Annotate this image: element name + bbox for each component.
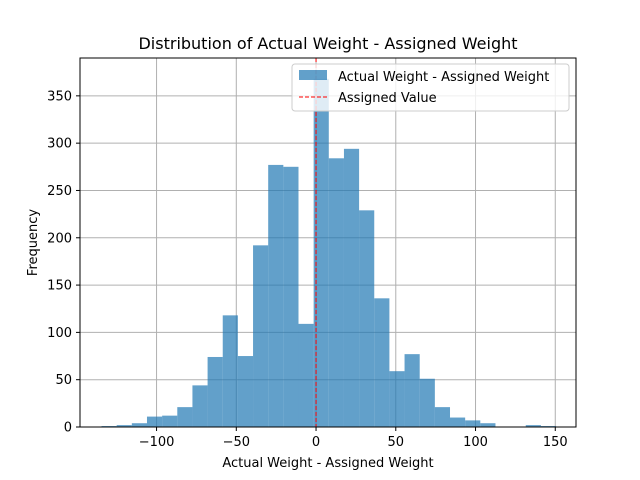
legend-bar-label: Actual Weight - Assigned Weight bbox=[338, 70, 549, 85]
histogram-bar bbox=[359, 210, 375, 427]
y-tick-label: 300 bbox=[47, 137, 72, 152]
histogram-bar bbox=[222, 315, 238, 427]
plot-frame bbox=[79, 57, 577, 428]
histogram-bar bbox=[253, 245, 269, 427]
histogram-bar bbox=[116, 425, 132, 427]
legend-box bbox=[291, 63, 570, 112]
y-tick-label: 250 bbox=[47, 184, 72, 199]
y-tick-label: 0 bbox=[64, 421, 72, 436]
x-tick-label: 50 bbox=[388, 435, 405, 450]
histogram-bar bbox=[419, 378, 435, 427]
histogram-bar bbox=[298, 323, 314, 427]
histogram-bar bbox=[525, 425, 541, 427]
y-tick-label: 100 bbox=[47, 326, 72, 341]
histogram-bar bbox=[343, 148, 360, 428]
x-tick-label: 150 bbox=[543, 435, 568, 450]
y-axis-ticks: 0 50 100 150 200 250 300 350 bbox=[47, 89, 80, 436]
histogram-bar bbox=[131, 423, 147, 427]
y-axis-label: Frequency bbox=[26, 209, 41, 276]
x-tick-label: −50 bbox=[223, 435, 250, 450]
histogram-bar bbox=[328, 158, 344, 428]
legend: Actual Weight - Assigned Weight Assigned… bbox=[291, 63, 570, 112]
histogram-bar bbox=[389, 371, 405, 427]
histogram-bar bbox=[283, 166, 299, 428]
histogram-bar bbox=[162, 415, 178, 427]
legend-bar-swatch bbox=[299, 70, 327, 80]
histogram-bar bbox=[374, 298, 390, 427]
y-tick-label: 350 bbox=[47, 89, 72, 104]
y-tick-label: 50 bbox=[55, 373, 72, 388]
histogram-bar bbox=[313, 78, 329, 428]
x-axis-label: Actual Weight - Assigned Weight bbox=[222, 456, 433, 471]
x-tick-label: 0 bbox=[312, 435, 320, 450]
x-tick-label: −100 bbox=[139, 435, 175, 450]
histogram-bar bbox=[434, 407, 451, 427]
histogram-bars bbox=[101, 78, 557, 428]
y-tick-label: 150 bbox=[47, 279, 72, 294]
histogram-bar bbox=[480, 423, 496, 427]
histogram-bar bbox=[404, 354, 420, 427]
x-tick-label: 100 bbox=[463, 435, 488, 450]
histogram-bar bbox=[207, 356, 223, 427]
y-tick-label: 200 bbox=[47, 231, 72, 246]
chart-title: Distribution of Actual Weight - Assigned… bbox=[138, 34, 517, 53]
histogram-bar bbox=[177, 407, 193, 427]
histogram-bar bbox=[268, 164, 284, 427]
x-axis-ticks: −100 −50 0 50 100 150 bbox=[139, 427, 568, 450]
histogram-bar bbox=[192, 385, 208, 427]
histogram-bar bbox=[237, 356, 254, 427]
histogram-bar bbox=[450, 417, 466, 427]
histogram-bar bbox=[465, 420, 481, 427]
histogram-bar bbox=[146, 416, 163, 427]
legend-line-label: Assigned Value bbox=[338, 91, 437, 106]
